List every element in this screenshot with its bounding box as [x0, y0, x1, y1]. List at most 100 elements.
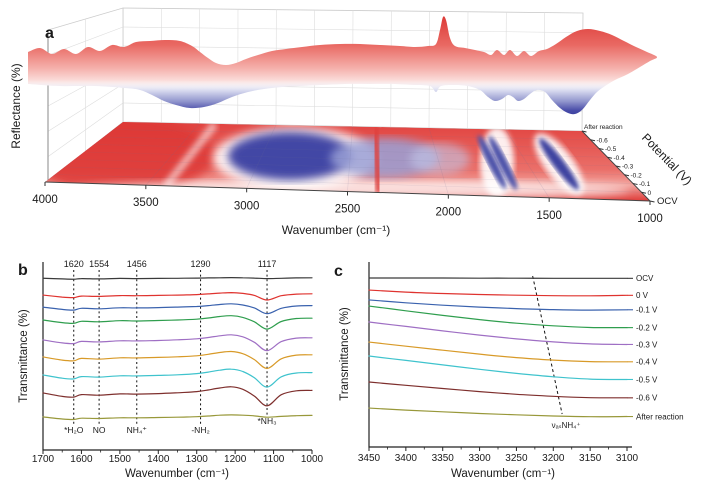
depth-tick-label: OCV	[657, 196, 678, 207]
depth-tick	[598, 148, 604, 150]
spectrum-curve-after-reaction	[42, 414, 313, 421]
panel-b-letter: b	[18, 262, 28, 279]
depth-tick-label: -0.2	[631, 172, 643, 179]
floor-blue-band-3000	[228, 132, 352, 180]
x-tick-label: 3400	[395, 453, 418, 464]
spectrum-curve--0.6-v	[42, 386, 313, 407]
floor-grid-line	[347, 126, 353, 192]
depth-tick-label: -0.4	[614, 155, 626, 162]
panel-a-z-axis-title: Reflectance (%)	[9, 63, 23, 148]
floor-grid-line	[93, 144, 608, 158]
floor-grid-line	[54, 174, 642, 193]
x-tick-label: 1000	[301, 454, 324, 465]
spectrum-curve-0-v	[42, 291, 313, 301]
peak-wavenumber-label: 1456	[127, 259, 147, 269]
floor-grid-line	[64, 166, 634, 184]
peak-species-label: -NH₂	[191, 425, 209, 435]
x-tick-label: 3100	[616, 453, 639, 464]
x-tick-label: 2000	[436, 207, 462, 219]
reflectance-surface	[28, 16, 658, 115]
panel-c-plot-area: 3450 3400 3350 3300 3250 3200 3150 3100 νₐₛNH₄⁺ O…	[358, 262, 684, 464]
x-tick-label: 2500	[335, 204, 361, 216]
spectrum-curve--0.4-v	[368, 341, 628, 363]
floor-blue-band-1640	[488, 136, 518, 190]
spectrum-curve--0.2-v	[368, 305, 628, 329]
depth-tick	[649, 200, 655, 203]
floor-faint-band-3400	[162, 122, 219, 189]
depth-tick	[641, 191, 647, 194]
wall-grid-line	[122, 26, 583, 33]
floor-grid-line	[103, 136, 600, 149]
band-dashed-line	[532, 275, 563, 415]
x-tick-label: 3250	[505, 453, 528, 464]
peak-species-label: *H₂O	[64, 425, 84, 435]
x-tick-label: 3150	[579, 453, 602, 464]
depth-tick	[607, 156, 613, 159]
series-label: -0.3 V	[636, 340, 658, 349]
depth-tick	[590, 139, 596, 142]
peak-wavenumber-label: 1554	[89, 259, 109, 269]
panel-a-depth-axis-title: Potential (V)	[639, 131, 695, 188]
panel-b-plot-area: 1700 1600 1500 1400 1300 1200 1100 1000 1620 *H₂O…	[32, 259, 324, 465]
depth-tick-label: -0.6	[597, 137, 609, 144]
floor-grid-line	[74, 159, 625, 176]
panel-c-spectra-plot: 3450 3400 3350 3300 3250 3200 3150 3100 νₐₛNH₄⁺ O…	[334, 262, 684, 480]
spectrum-curve--0.1-v	[42, 303, 313, 315]
spectrum-curve-ocv	[42, 276, 313, 280]
panel-a-3d-surface-plot: 4000 3500 3000 2500 2000 1500 1000 After reacti…	[9, 7, 695, 237]
x-tick-label: 3450	[358, 453, 381, 464]
panel-a-x-axis-title: Wavenumber (cm⁻¹)	[282, 223, 391, 237]
series-label: -0.6 V	[636, 394, 658, 403]
series-label: -0.4 V	[636, 358, 658, 367]
peak-species-label: NH₄⁺	[127, 425, 147, 435]
depth-tick-label: After reaction	[584, 124, 623, 131]
panel-c-x-axis-title: Wavenumber (cm⁻¹)	[451, 468, 555, 480]
peak-wavenumber-label: 1620	[64, 259, 84, 269]
spectrum-curve-0-v	[368, 289, 628, 297]
series-label: 0 V	[636, 291, 649, 300]
floor-grid-line	[246, 124, 277, 189]
spectrum-curve--0.2-v	[42, 315, 313, 330]
series-label: -0.1 V	[636, 306, 658, 315]
x-tick-label: 1300	[186, 454, 209, 465]
x-tick-label: 1500	[109, 454, 132, 465]
x-tick-label: 3000	[234, 200, 260, 212]
spectrum-curve--0.5-v	[42, 368, 313, 388]
panel-a-letter: a	[45, 25, 54, 42]
x-tick-label: 4000	[32, 194, 58, 206]
series-label: OCV	[636, 274, 654, 283]
floor-grid-line	[145, 123, 200, 186]
depth-tick	[624, 174, 630, 177]
x-tick-label: 1700	[32, 454, 55, 465]
floor-pale-blue-tail	[410, 143, 470, 175]
panel-c-y-axis-title: Transmittance (%)	[339, 307, 351, 401]
depth-tick	[581, 130, 587, 133]
depth-tick-label: -0.1	[639, 181, 651, 188]
floor-grid-line	[428, 127, 449, 195]
floor-grid-line	[113, 129, 591, 141]
panel-b-spectra-plot: 1700 1600 1500 1400 1300 1200 1100 1000 1620 *H₂O…	[18, 259, 324, 480]
spectrum-curve--0.3-v	[42, 334, 313, 352]
x-tick-label: 3300	[468, 453, 491, 464]
floor-grid-line	[83, 151, 617, 167]
depth-tick-label: -0.5	[605, 146, 617, 153]
panel-c-letter: c	[334, 263, 343, 280]
x-tick-label: 1600	[70, 454, 93, 465]
spectrum-curve--0.3-v	[368, 321, 628, 346]
spectrum-curve--0.1-v	[368, 299, 628, 311]
x-tick-label: 1000	[637, 213, 663, 225]
x-tick-label: 3350	[432, 453, 455, 464]
panel-a-axes: 4000 3500 3000 2500 2000 1500 1000 After reacti…	[32, 124, 678, 225]
spectrum-curve-after-reaction	[368, 407, 628, 418]
panel-c-axes-spines	[368, 262, 632, 448]
depth-tick-label: -0.3	[622, 164, 634, 171]
series-label: -0.5 V	[636, 375, 658, 384]
surface-blue-dips	[28, 57, 657, 115]
x-tick-label: 1400	[147, 454, 170, 465]
floor-grid-line	[45, 122, 124, 183]
floor-blue-band-1700	[477, 135, 507, 189]
series-label: After reaction	[636, 412, 684, 421]
spectrum-curve--0.5-v	[368, 355, 628, 381]
x-tick-label: 3200	[542, 453, 565, 464]
